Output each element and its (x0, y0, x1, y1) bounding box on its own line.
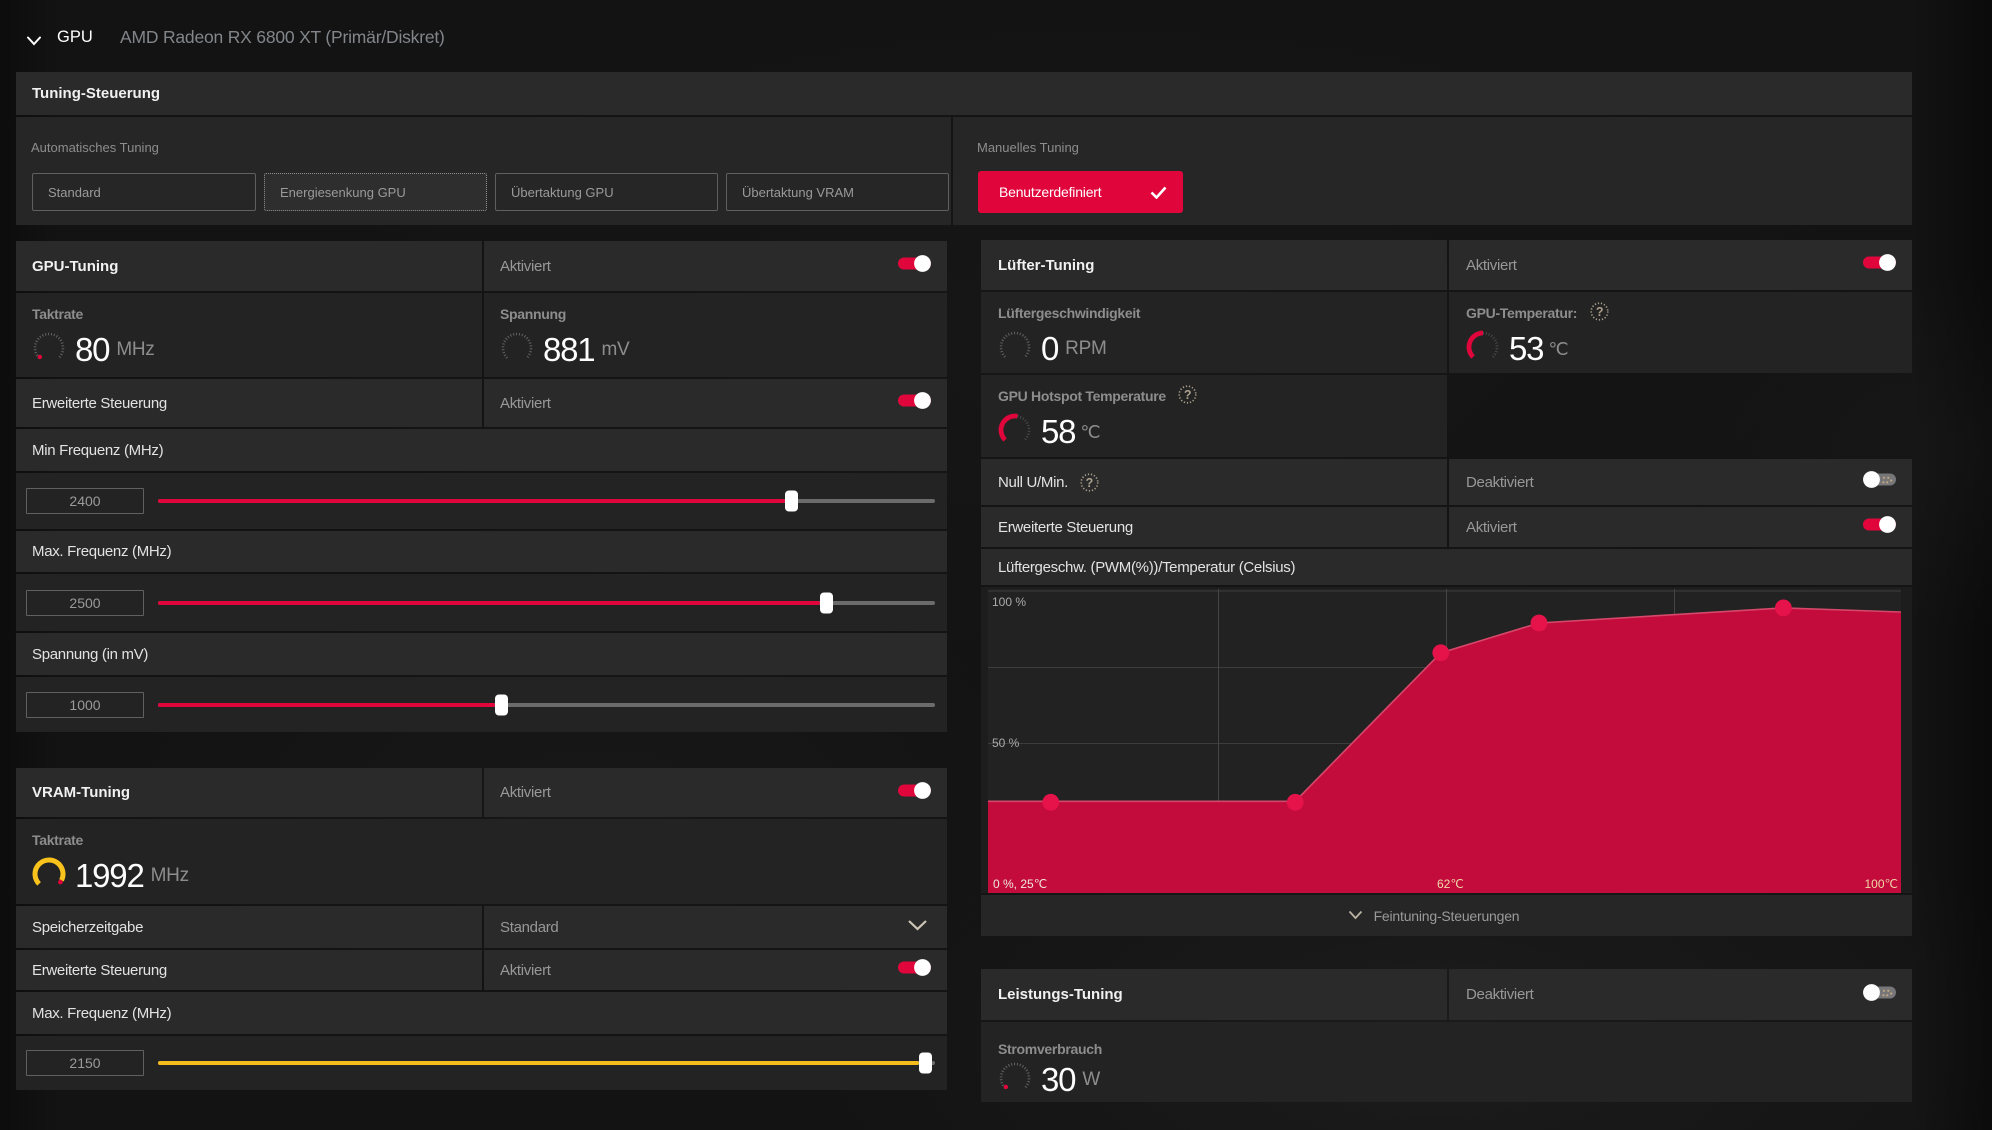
svg-text:50 %: 50 % (992, 736, 1020, 750)
svg-text:100 %: 100 % (992, 595, 1026, 609)
svg-text:?: ? (1184, 388, 1191, 402)
svg-text:0 %, 25℃: 0 %, 25℃ (993, 877, 1047, 891)
svg-text:62℃: 62℃ (1437, 877, 1464, 891)
svg-text:100℃: 100℃ (1865, 877, 1899, 891)
svg-text:?: ? (1086, 475, 1094, 489)
svg-text:?: ? (1596, 305, 1603, 319)
